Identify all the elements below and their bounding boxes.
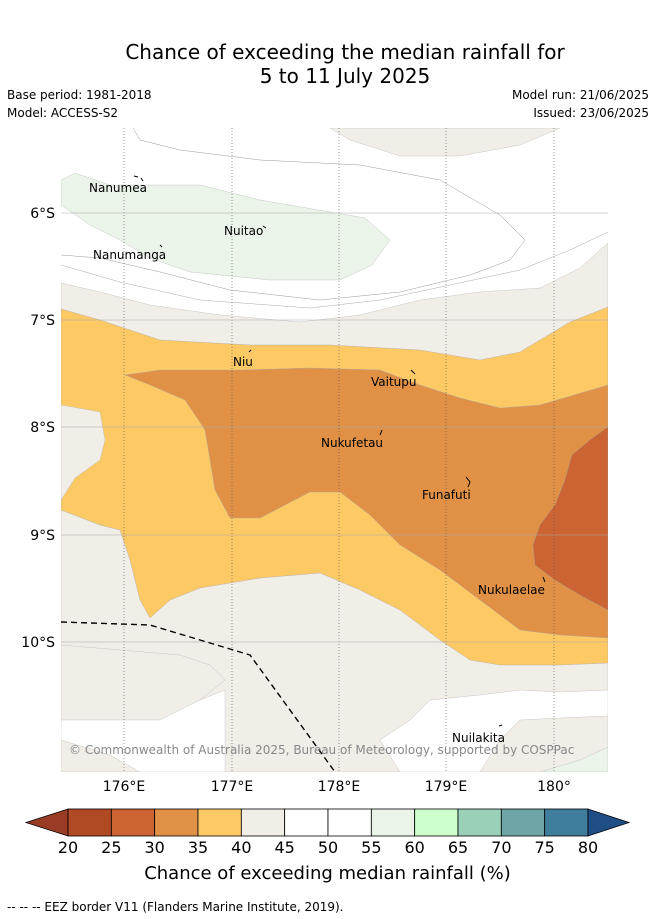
place-label: Nukufetau <box>321 436 383 450</box>
place-label: Nanumanga <box>93 248 166 262</box>
model-run: Model run: 21/06/2025 <box>511 88 649 102</box>
colorbar-over-arrow <box>587 808 631 837</box>
colorbar-cell <box>240 808 286 837</box>
colorbar-ticks: 20 25 30 35 40 45 50 55 60 65 70 75 80 <box>58 838 598 857</box>
title-line-1: Chance of exceeding the median rainfall … <box>125 40 565 64</box>
lon-label: 177°E <box>211 779 254 795</box>
contour-line-45 <box>61 231 608 309</box>
colorbar-cell <box>154 808 199 837</box>
colorbar-cell <box>370 808 416 837</box>
eez-border-line <box>60 621 336 773</box>
colorbar-under-arrow <box>24 808 69 837</box>
island-nanumanga <box>159 244 163 248</box>
colorbar-cell <box>67 808 112 837</box>
colorbar-tick-label: 45 <box>274 838 294 857</box>
island-nanumea <box>133 175 144 182</box>
lat-label: 10°S <box>21 635 55 651</box>
contour-40-45-north <box>329 128 561 157</box>
contour-45-50-south <box>379 689 608 772</box>
contour-55-60 <box>61 172 391 281</box>
colorbar-tick-label: 60 <box>404 838 424 857</box>
lat-label: 6°S <box>30 206 55 222</box>
colorbar-tick-label: 70 <box>491 838 511 857</box>
lon-label: 180° <box>537 779 571 795</box>
island-nuitao <box>262 225 267 229</box>
colorbar-cell <box>110 808 156 837</box>
contour-line-50 <box>61 128 526 301</box>
colorbar-tick-label: 25 <box>101 838 121 857</box>
island-niu <box>248 349 252 353</box>
contour-fills <box>61 128 608 772</box>
place-label: Nukulaelae <box>478 583 545 597</box>
colorbar-cell <box>197 808 242 837</box>
copyright-notice: © Commonwealth of Australia 2025, Bureau… <box>69 743 574 757</box>
lat-label: 9°S <box>30 528 55 544</box>
contour-30-35 <box>124 367 608 639</box>
colorbar-cell <box>457 808 502 837</box>
place-label: Vaitupu <box>371 375 417 389</box>
contour-40-45-west <box>61 404 106 501</box>
colorbar-cell <box>284 808 329 837</box>
colorbar-tick-label: 55 <box>361 838 381 857</box>
colorbar-cell <box>414 808 459 837</box>
colorbar-tick-label: 35 <box>188 838 208 857</box>
island-vaitupu <box>410 369 416 375</box>
colorbar-cell <box>500 808 546 837</box>
lon-label: 176°E <box>103 779 146 795</box>
eez-legend-note: -- -- -- EEZ border V11 (Flanders Marine… <box>7 900 344 914</box>
lat-label: 8°S <box>30 420 55 436</box>
title-line-2: 5 to 11 July 2025 <box>259 64 431 88</box>
colorbar-tick-label: 50 <box>318 838 338 857</box>
contour-40-45-southwest <box>61 644 226 721</box>
lon-label: 179°E <box>425 779 468 795</box>
island-funafuti <box>465 476 471 488</box>
island-nuilakita <box>498 724 503 727</box>
islands <box>133 175 546 727</box>
colorbar-label: Chance of exceeding median rainfall (%) <box>144 863 511 884</box>
colorbar-tick-label: 65 <box>448 838 468 857</box>
place-label: Niu <box>233 355 253 369</box>
gridlines <box>61 128 608 772</box>
base-period: Base period: 1981-2018 <box>7 88 152 102</box>
colorbar-cells <box>24 808 631 837</box>
colorbar-tick-label: 20 <box>58 838 78 857</box>
colorbar-tick-label: 30 <box>144 838 164 857</box>
island-nukufetau <box>379 429 383 436</box>
place-label: Nuitao <box>224 224 263 238</box>
lat-label: 7°S <box>30 313 55 329</box>
colorbar-cell <box>544 808 589 837</box>
place-label: Nuilakita <box>452 731 505 745</box>
place-label: Funafuti <box>422 488 471 502</box>
colorbar-cell <box>327 808 372 837</box>
contour-40-45-southwest-corner <box>61 739 141 772</box>
island-nukulaelae <box>542 576 546 583</box>
issued-date: Issued: 23/06/2025 <box>533 106 649 120</box>
colorbar-tick-label: 80 <box>578 838 598 857</box>
lon-label: 178°E <box>318 779 361 795</box>
colorbar-tick-label: 40 <box>231 838 251 857</box>
place-label: Nanumea <box>89 181 147 195</box>
contour-55-60-south <box>539 746 608 772</box>
map-title: Chance of exceeding the median rainfall … <box>0 40 655 88</box>
colorbar-tick-label: 75 <box>534 838 554 857</box>
model-name: Model: ACCESS-S2 <box>7 106 119 120</box>
